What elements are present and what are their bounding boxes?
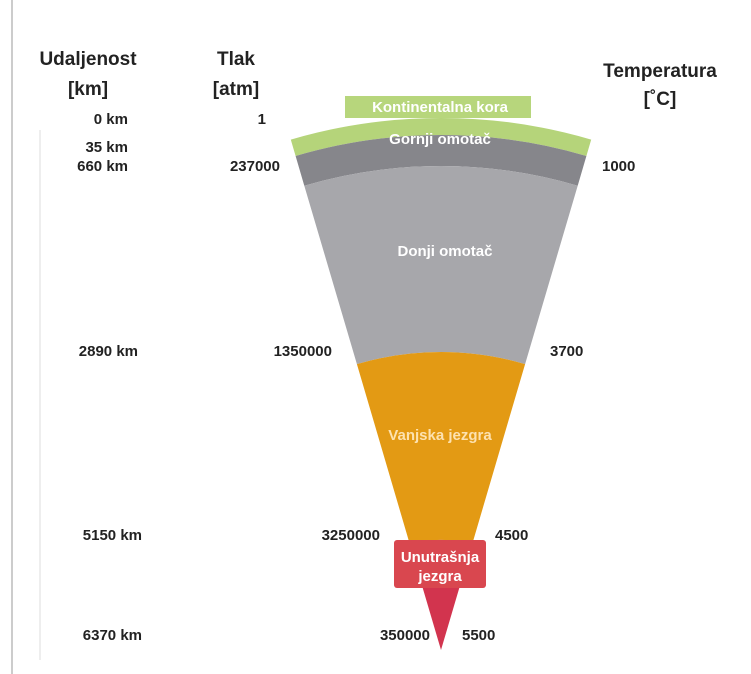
header: Temperatura [603, 61, 717, 82]
temperature: 1000 [602, 158, 635, 175]
layer-shape [295, 135, 587, 186]
layer-label: Kontinentalna kora [372, 99, 509, 116]
header: Tlak [217, 49, 255, 70]
temperature: 3700 [550, 343, 583, 360]
pressure: 350000 [380, 627, 430, 644]
layer-label: Gornji omotač [389, 131, 491, 148]
depth: 5150 km [83, 527, 142, 544]
cone [290, 117, 592, 650]
header-unit: [˚C] [644, 89, 677, 110]
depth: 0 km [94, 111, 128, 128]
layer-shape [304, 165, 578, 365]
layer-shape [356, 351, 526, 545]
crust-label-box [345, 96, 531, 118]
temperature: 5500 [462, 627, 495, 644]
layer-label: jezgra [417, 568, 462, 585]
layer-label: Donji omotač [397, 243, 492, 260]
depth: 6370 km [83, 627, 142, 644]
header: Udaljenost [39, 49, 137, 70]
header-unit: [km] [68, 79, 108, 100]
pressure: 1350000 [274, 343, 332, 360]
pressure: 3250000 [322, 527, 380, 544]
pressure: 237000 [230, 158, 280, 175]
inner-core-label-box [394, 540, 486, 588]
header-unit: [atm] [213, 79, 259, 100]
depth: 35 km [85, 139, 128, 156]
layer-label: Vanjska jezgra [388, 427, 492, 444]
temperature: 4500 [495, 527, 528, 544]
depth: 660 km [77, 158, 128, 175]
layer-label: Unutrašnja [401, 549, 480, 566]
depth: 2890 km [79, 343, 138, 360]
layer-shape [290, 117, 592, 156]
pressure: 1 [258, 111, 266, 128]
